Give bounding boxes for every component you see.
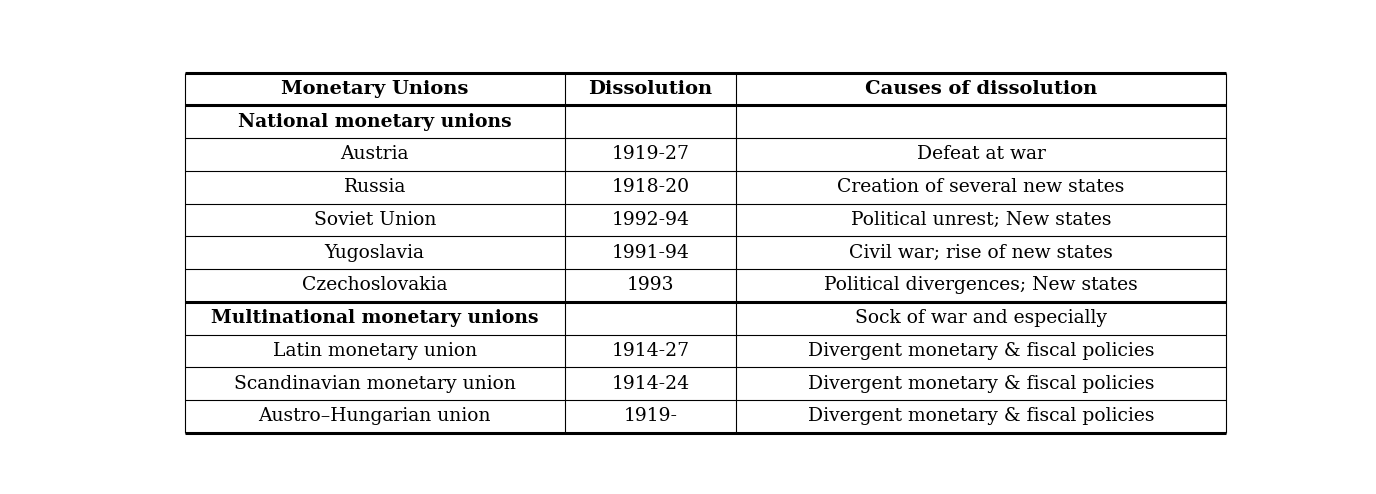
Text: Russia: Russia (344, 178, 406, 196)
Text: 1914-27: 1914-27 (611, 342, 689, 360)
Text: Divergent monetary & fiscal policies: Divergent monetary & fiscal policies (808, 342, 1154, 360)
Text: Divergent monetary & fiscal policies: Divergent monetary & fiscal policies (808, 374, 1154, 393)
Text: National monetary unions: National monetary unions (238, 113, 512, 131)
Text: Monetary Unions: Monetary Unions (281, 80, 468, 98)
Text: 1914-24: 1914-24 (611, 374, 689, 393)
Text: Austro–Hungarian union: Austro–Hungarian union (259, 408, 491, 425)
Text: Multinational monetary unions: Multinational monetary unions (211, 309, 538, 327)
Text: 1993: 1993 (627, 277, 674, 294)
Text: 1991-94: 1991-94 (611, 244, 689, 262)
Text: Defeat at war: Defeat at war (916, 146, 1046, 164)
Text: Dissolution: Dissolution (589, 80, 713, 98)
Text: Causes of dissolution: Causes of dissolution (866, 80, 1097, 98)
Text: Austria: Austria (340, 146, 409, 164)
Text: Creation of several new states: Creation of several new states (838, 178, 1124, 196)
Text: Soviet Union: Soviet Union (314, 211, 436, 229)
Text: Civil war; rise of new states: Civil war; rise of new states (849, 244, 1113, 262)
Text: Scandinavian monetary union: Scandinavian monetary union (234, 374, 516, 393)
Text: Czechoslovakia: Czechoslovakia (301, 277, 447, 294)
Text: Political divergences; New states: Political divergences; New states (824, 277, 1138, 294)
Text: 1992-94: 1992-94 (611, 211, 689, 229)
Text: Yugoslavia: Yugoslavia (325, 244, 425, 262)
Text: 1919-27: 1919-27 (611, 146, 689, 164)
Text: Political unrest; New states: Political unrest; New states (850, 211, 1112, 229)
Text: Divergent monetary & fiscal policies: Divergent monetary & fiscal policies (808, 408, 1154, 425)
Text: 1919-: 1919- (623, 408, 677, 425)
Text: Latin monetary union: Latin monetary union (272, 342, 477, 360)
Text: 1918-20: 1918-20 (611, 178, 689, 196)
Text: Sock of war and especially: Sock of war and especially (854, 309, 1108, 327)
